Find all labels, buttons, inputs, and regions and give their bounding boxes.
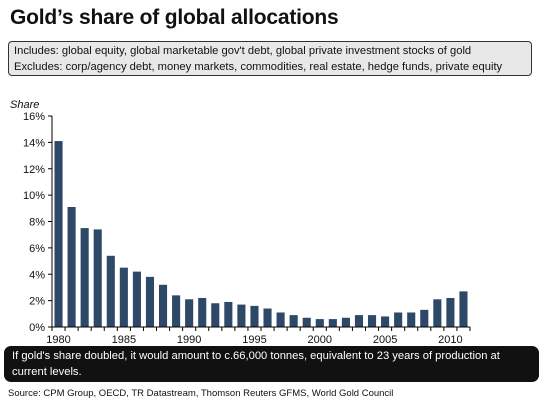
y-axis: Share 0% 2% 4% 6% 8% 10% 12% 14% 16% <box>10 99 53 334</box>
x-axis: 1980 1985 1990 1995 2000 2005 2010 <box>46 326 471 346</box>
bar-2004 <box>367 315 377 327</box>
callout-box: If gold's share doubled, it would amount… <box>4 346 539 382</box>
bar-2000 <box>315 319 324 327</box>
bar-1996 <box>263 308 272 327</box>
bar-1995 <box>250 305 259 327</box>
bar-1992 <box>211 303 220 327</box>
bar-1985 <box>119 267 128 327</box>
bar-2009 <box>433 299 442 327</box>
bar-1988 <box>158 284 168 327</box>
includes-text: Includes: global equity, global marketab… <box>14 45 472 57</box>
y-tick-label: 16% <box>23 111 45 123</box>
bar-1991 <box>198 297 207 327</box>
excludes-text: Excludes: corp/agency debt, money market… <box>14 61 503 73</box>
bar-2007 <box>407 312 416 327</box>
bar-1997 <box>276 312 285 327</box>
y-tick-label: 6% <box>29 243 45 255</box>
bar-2005 <box>381 316 390 327</box>
chart-title: Gold’s share of global allocations <box>10 6 339 29</box>
y-axis-label: Share <box>10 99 39 111</box>
bars <box>54 141 468 327</box>
bar-1989 <box>172 295 181 327</box>
bar-1982 <box>80 228 89 327</box>
y-tick-label: 10% <box>23 190 45 202</box>
bar-1984 <box>106 255 115 327</box>
x-tick-label: 1990 <box>177 334 201 346</box>
y-tick-label: 8% <box>29 217 45 229</box>
bar-1993 <box>224 301 233 327</box>
x-tick-label: 1980 <box>46 334 70 346</box>
y-tick-label: 2% <box>29 296 45 308</box>
y-tick-label: 4% <box>29 269 45 281</box>
source-note: Source: CPM Group, OECD, TR Datastream, … <box>8 388 394 399</box>
bar-2006 <box>394 312 403 327</box>
bar-2001 <box>328 319 337 327</box>
bar-1980 <box>54 141 63 327</box>
bar-2003 <box>354 315 364 327</box>
bar-1983 <box>93 229 102 327</box>
bar-1981 <box>67 206 76 327</box>
x-tick-label: 2010 <box>438 334 462 346</box>
bar-2008 <box>420 309 429 327</box>
bar-1998 <box>289 315 298 327</box>
y-tick-label: 14% <box>23 137 45 149</box>
x-tick-label: 1995 <box>242 334 266 346</box>
bar-2002 <box>341 317 350 327</box>
x-tick-label: 2005 <box>373 334 397 346</box>
bar-1986 <box>132 271 141 327</box>
bar-1990 <box>185 299 194 327</box>
scope-note-box: Includes: global equity, global marketab… <box>8 41 532 76</box>
bar-1999 <box>302 317 311 327</box>
x-tick-label: 1985 <box>112 334 136 346</box>
bar-1987 <box>145 276 155 327</box>
y-tick-label: 12% <box>23 164 45 176</box>
y-tick-label: 0% <box>29 322 45 334</box>
bar-2011 <box>459 291 468 327</box>
bar-2010 <box>446 297 455 327</box>
x-tick-label: 2000 <box>308 334 332 346</box>
bar-1994 <box>237 304 246 327</box>
